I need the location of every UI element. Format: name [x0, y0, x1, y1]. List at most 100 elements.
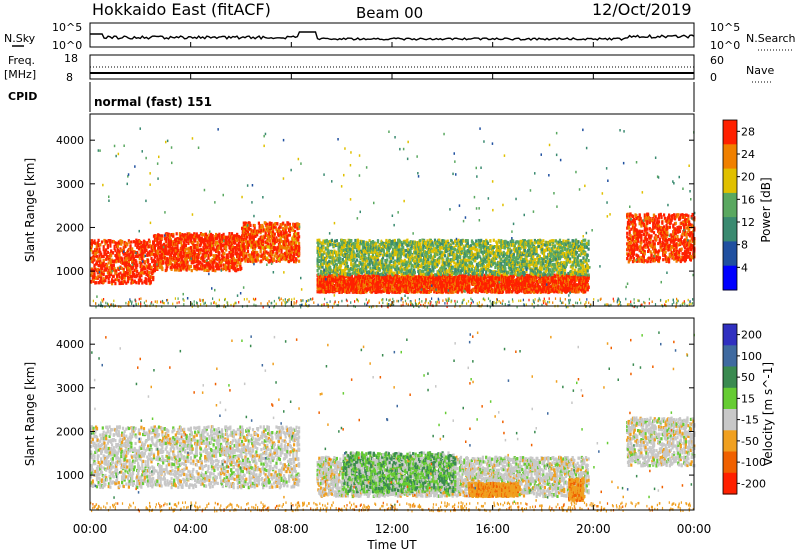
heatmap-cell	[120, 280, 123, 284]
heatmap-cell	[218, 246, 221, 250]
heatmap-cell	[259, 249, 262, 254]
heatmap-cell	[110, 261, 113, 265]
heatmap-cell	[93, 258, 96, 262]
nave-tick-low: 0	[710, 71, 717, 84]
heatmap-cell	[158, 265, 161, 269]
heatmap-cell	[97, 259, 100, 263]
heatmap-cell	[145, 279, 148, 283]
heatmap-cell	[156, 258, 159, 262]
heatmap-cell	[272, 257, 276, 262]
heatmap-cell	[161, 256, 164, 260]
heatmap-cell	[216, 267, 219, 271]
heatmap-cell	[263, 248, 266, 252]
heatmap-cell	[184, 258, 187, 262]
heatmap-cell	[298, 259, 301, 263]
heatmap-cell	[104, 242, 107, 246]
heatmap-cell	[164, 249, 167, 253]
heatmap-cell	[141, 254, 144, 258]
heatmap-cell	[195, 248, 198, 252]
heatmap-cell	[148, 240, 151, 244]
heatmap-cell	[124, 252, 127, 256]
heatmap-cell	[113, 244, 116, 248]
heatmap-cell	[256, 251, 259, 255]
heatmap-cell	[199, 248, 203, 252]
heatmap-cell	[213, 248, 216, 252]
heatmap-cell	[251, 245, 255, 250]
heatmap-cell	[122, 267, 125, 271]
heatmap-cell	[237, 243, 240, 247]
heatmap-cell	[147, 251, 150, 255]
heatmap-cell	[210, 249, 213, 253]
heatmap-cell	[237, 235, 240, 239]
heatmap-cell	[158, 262, 161, 266]
heatmap-cell	[273, 241, 276, 245]
heatmap-cell	[183, 244, 186, 248]
heatmap-cell	[147, 266, 150, 270]
heatmap-cell	[128, 272, 131, 277]
nave-tick-high: 60	[710, 54, 724, 67]
heatmap-cell	[126, 280, 130, 284]
heatmap-cell	[143, 270, 146, 274]
heatmap-cell	[297, 238, 300, 242]
heatmap-cell	[105, 252, 108, 257]
heatmap-cell	[272, 247, 276, 252]
heatmap-cell	[185, 247, 188, 251]
heatmap-cell	[137, 254, 140, 259]
heatmap-cell	[207, 253, 210, 257]
heatmap-cell	[179, 268, 182, 272]
heatmap-cell	[237, 257, 240, 261]
heatmap-cell	[154, 253, 157, 257]
heatmap-cell	[167, 262, 170, 267]
heatmap-cell	[234, 245, 237, 250]
heatmap-cell	[103, 238, 106, 243]
heatmap-cell	[126, 271, 130, 276]
heatmap-cell	[140, 245, 143, 249]
freq-panel: Freq. [MHz] 18 8 60 0 Nave	[4, 52, 774, 84]
heatmap-cell	[95, 276, 98, 280]
heatmap-cell	[220, 259, 224, 263]
heatmap-cell	[211, 261, 214, 265]
heatmap-cell	[114, 278, 117, 282]
heatmap-cell	[202, 245, 205, 250]
heatmap-cell	[231, 249, 234, 254]
heatmap-cell	[220, 241, 223, 246]
heatmap-cell	[119, 271, 122, 275]
heatmap-cell	[248, 237, 251, 241]
heatmap-cell	[246, 259, 250, 263]
heatmap-cell	[215, 240, 218, 244]
heatmap-cell	[117, 272, 120, 276]
heatmap-cell	[106, 250, 109, 254]
heatmap-cell	[248, 240, 251, 244]
heatmap-cell	[112, 279, 115, 283]
heatmap-cell	[266, 225, 269, 229]
heatmap-cell	[274, 252, 277, 256]
heatmap-cell	[218, 261, 221, 265]
heatmap-cell	[207, 268, 210, 272]
heatmap-cell	[146, 241, 149, 245]
heatmap-cell	[215, 236, 218, 240]
heatmap-cell	[105, 268, 108, 272]
freq-unit: [MHz]	[4, 68, 36, 81]
heatmap-cell	[276, 222, 279, 226]
heatmap-cell	[236, 254, 239, 259]
noise-trace	[90, 31, 695, 41]
heatmap-cell	[92, 278, 95, 282]
heatmap-cell	[297, 231, 300, 236]
heatmap-cell	[108, 269, 111, 273]
heatmap-cell	[232, 256, 235, 260]
heatmap-cell	[154, 267, 157, 271]
heatmap-cell	[211, 262, 214, 266]
heatmap-cell	[280, 250, 283, 254]
heatmap-cell	[268, 259, 271, 263]
heatmap-cell	[188, 267, 191, 271]
heatmap-cell	[194, 238, 197, 242]
heatmap-cell	[127, 253, 130, 257]
heatmap-cell	[174, 246, 177, 250]
heatmap-cell	[152, 240, 156, 245]
heatmap-cell	[227, 262, 230, 266]
heatmap-cell	[176, 264, 179, 268]
heatmap-cell	[98, 275, 101, 279]
heatmap-cell	[103, 264, 106, 268]
heatmap-cell	[272, 245, 276, 249]
heatmap-cell	[153, 234, 156, 238]
